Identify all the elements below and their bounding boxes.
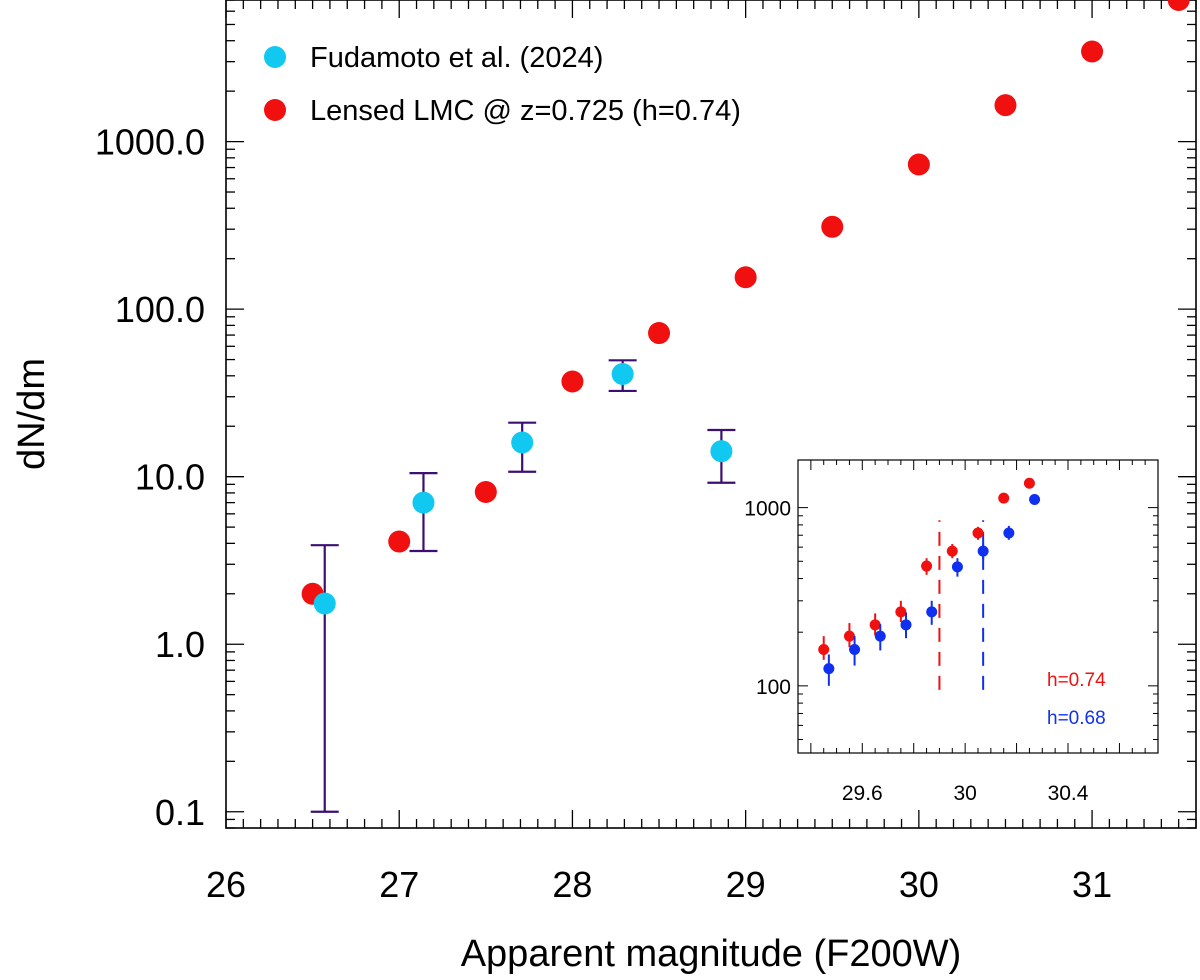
lensed-lmc-point — [474, 481, 497, 504]
fudamoto-point — [511, 431, 534, 454]
y-tick-label: 1.0 — [155, 624, 205, 665]
inset-point-h068 — [874, 630, 886, 642]
x-tick-label: 29 — [726, 864, 766, 905]
inset-note-h074: h=0.74 — [1047, 670, 1106, 691]
x-tick-label: 27 — [379, 864, 419, 905]
inset-point-h074 — [946, 545, 958, 557]
legend-label-fudamoto: Fudamoto et al. (2024) — [310, 42, 603, 74]
inset-x-tick-label: 29.6 — [842, 782, 883, 805]
inset-background — [797, 459, 1159, 754]
lensed-lmc-point — [734, 266, 757, 289]
fudamoto-point — [412, 491, 435, 514]
fudamoto-point — [313, 592, 336, 615]
fudamoto-point — [710, 440, 733, 463]
inset-y-tick-label: 100 — [756, 676, 791, 699]
lensed-lmc-point — [561, 370, 584, 393]
lensed-lmc-point — [994, 94, 1017, 117]
inset-y-tick-label: 1000 — [744, 498, 791, 521]
inset-plot: 29.6 30 30.4 100 1000 h=0.74 h=0.68 — [744, 459, 1159, 805]
inset-point-h074 — [869, 619, 881, 631]
x-tick-label: 28 — [552, 864, 592, 905]
inset-point-h074 — [921, 560, 933, 572]
y-tick-label: 10.0 — [135, 457, 205, 498]
x-tick-label: 31 — [1072, 864, 1112, 905]
x-axis-title: Apparent magnitude (F200W) — [461, 933, 962, 975]
y-tick-label: 1000.0 — [95, 122, 205, 163]
inset-tick-labels: 29.6 30 30.4 100 1000 — [744, 498, 1088, 805]
inset-point-h068 — [823, 663, 835, 675]
lensed-lmc-point — [388, 530, 411, 553]
legend-marker-fudamoto — [264, 46, 286, 68]
inset-note-h068: h=0.68 — [1047, 708, 1106, 729]
main-ticks — [225, 0, 1197, 829]
inset-ticks — [797, 460, 1158, 753]
lensed-lmc-point — [648, 322, 671, 345]
inset-point-h068 — [1029, 494, 1041, 506]
legend-label-lensed-lmc: Lensed LMC @ z=0.725 (h=0.74) — [310, 95, 741, 127]
inset-point-h074 — [972, 527, 984, 539]
y-tick-label: 100.0 — [115, 289, 205, 330]
y-tick-label: 0.1 — [155, 792, 205, 833]
inset-point-h074 — [895, 606, 907, 618]
main-errorbars — [310, 359, 736, 813]
inset-point-h074 — [843, 630, 855, 642]
inset-point-h068 — [1003, 527, 1015, 539]
legend: Fudamoto et al. (2024) Lensed LMC @ z=0.… — [264, 42, 741, 127]
main-plot: 26 27 28 29 30 31 0.1 1.0 10.0 100.0 1000.0 Appare… — [11, 0, 1197, 975]
inset-point-h074 — [818, 643, 830, 655]
main-tick-labels: 26 27 28 29 30 31 0.1 1.0 10.0 100.0 1000.0 — [95, 122, 1112, 905]
lensed-lmc-point — [1167, 0, 1190, 11]
fudamoto-point — [611, 363, 634, 386]
inset-point-h074 — [1023, 477, 1035, 489]
inset-point-h074 — [998, 492, 1010, 504]
inset-point-h068 — [926, 606, 938, 618]
x-tick-label: 30 — [899, 864, 939, 905]
inset-point-h068 — [951, 561, 963, 573]
lensed-lmc-point — [821, 215, 844, 238]
inset-points — [818, 477, 1041, 686]
inset-vlines — [938, 520, 985, 690]
lensed-lmc-point — [907, 153, 930, 176]
inset-x-tick-label: 30 — [953, 782, 976, 805]
lensed-lmc-point — [1081, 40, 1104, 63]
x-tick-label: 26 — [206, 864, 246, 905]
inset-point-h068 — [977, 545, 989, 557]
main-points — [301, 0, 1190, 615]
y-axis-title: dN/dm — [11, 358, 53, 470]
inset-point-h068 — [849, 643, 861, 655]
inset-point-h068 — [900, 619, 912, 631]
inset-x-tick-label: 30.4 — [1048, 782, 1089, 805]
legend-marker-lensed-lmc — [264, 99, 286, 121]
